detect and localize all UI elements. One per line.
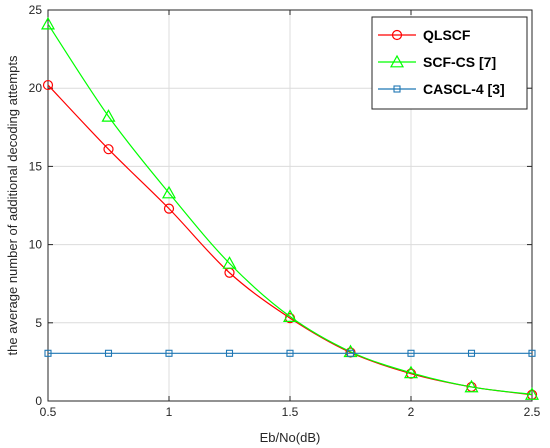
data-point-triangle — [464, 379, 479, 393]
y-tick-label: 25 — [29, 3, 43, 17]
legend-label: CASCL-4 [3] — [423, 81, 505, 97]
data-point-square — [225, 349, 234, 357]
data-point-triangle — [222, 256, 237, 269]
data-point-square — [407, 349, 415, 357]
y-tick-label: 10 — [29, 238, 43, 252]
data-point-square — [44, 349, 52, 357]
legend-label: QLSCF — [423, 27, 471, 43]
legend-entry: QLSCF — [378, 27, 471, 43]
series-lines — [40, 16, 540, 400]
axis-ticks: 0.5 1 1.5 2 2.5 0 5 10 15 20 25 — [29, 3, 541, 419]
x-tick-label: 2 — [408, 405, 415, 419]
y-tick-label: 15 — [29, 159, 43, 173]
data-point-square — [104, 349, 113, 357]
legend-box — [371, 16, 528, 110]
x-tick-label: 1.5 — [282, 405, 299, 419]
legend-entry: CASCL-4 [3] — [378, 81, 505, 97]
data-point-square — [165, 349, 173, 357]
data-point-square — [528, 349, 536, 357]
y-tick-label: 20 — [29, 81, 43, 95]
data-point-triangle — [161, 185, 177, 199]
legend: QLSCF SCF-CS [7] CASCL-4 [3] — [371, 16, 528, 110]
data-point-circle — [163, 203, 175, 214]
data-point-square — [393, 85, 401, 93]
data-point-triangle — [524, 387, 540, 400]
series-3 — [44, 349, 536, 357]
y-tick-label: 0 — [35, 394, 42, 408]
data-point-triangle — [40, 16, 56, 30]
y-tick-label: 5 — [35, 316, 42, 330]
series-line — [47, 23, 533, 396]
data-point-square — [286, 349, 294, 357]
legend-label: SCF-CS [7] — [423, 54, 496, 70]
data-point-circle — [42, 79, 54, 91]
data-point-triangle — [403, 365, 419, 379]
x-tick-label: 0.5 — [40, 405, 57, 419]
data-point-triangle — [282, 309, 298, 322]
x-axis-label: Eb/No(dB) — [260, 430, 321, 445]
data-point-triangle — [101, 109, 116, 122]
data-point-triangle — [389, 54, 405, 68]
y-axis-label: the average number of additional decodin… — [5, 55, 20, 355]
data-point-square — [467, 349, 476, 357]
data-point-circle — [391, 29, 403, 41]
x-tick-label: 2.5 — [524, 405, 541, 419]
data-point-square — [346, 349, 355, 357]
data-point-circle — [103, 144, 114, 155]
legend-entry: SCF-CS [7] — [378, 54, 496, 70]
x-tick-label: 1 — [166, 405, 173, 419]
